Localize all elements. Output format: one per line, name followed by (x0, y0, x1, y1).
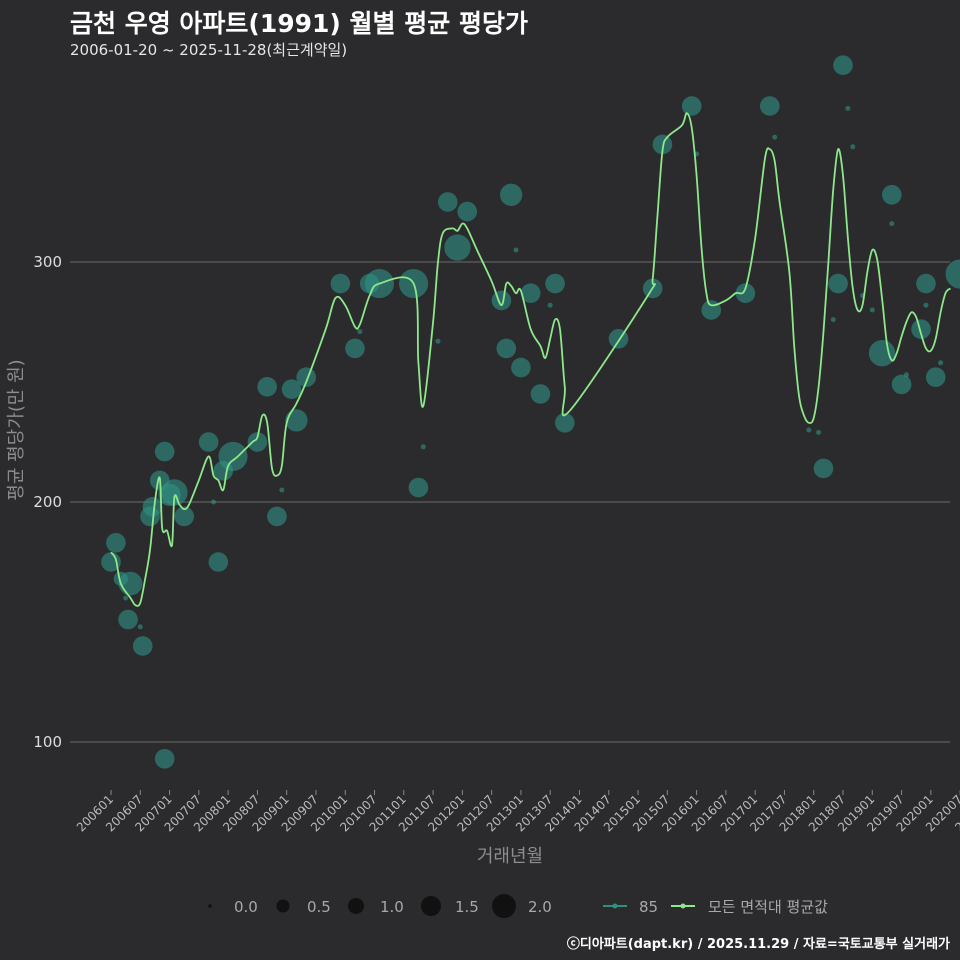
data-point (816, 429, 822, 435)
data-point (118, 571, 143, 596)
legend-series-avg-dot (680, 903, 686, 909)
data-point (760, 96, 780, 116)
data-point (735, 283, 756, 304)
data-point (330, 273, 351, 294)
data-point (137, 624, 143, 630)
chart-subtitle: 2006-01-20 ~ 2025-11-28(최근계약일) (70, 41, 348, 59)
data-point (357, 329, 363, 335)
data-point (923, 302, 929, 308)
data-point (281, 379, 302, 400)
data-point (833, 55, 853, 75)
legend-size-label: 1.0 (380, 898, 404, 916)
data-point (545, 273, 565, 294)
data-point (142, 497, 163, 517)
data-point (496, 338, 517, 359)
data-point (555, 413, 575, 433)
data-point (444, 234, 471, 261)
data-point (457, 201, 478, 222)
data-point (903, 372, 909, 378)
data-point (889, 221, 895, 227)
data-point (547, 302, 553, 308)
legend-series-85-dot (612, 903, 618, 909)
x-tick-labels: 2006012006072007012007072008012008072009… (74, 790, 960, 835)
data-point (154, 749, 175, 769)
legend-size-dot (208, 904, 212, 908)
scatter-points (101, 55, 960, 769)
data-point (530, 384, 551, 404)
data-point (154, 441, 175, 462)
legend-series-85-label: 85 (639, 898, 658, 916)
average-line-layer (110, 112, 951, 607)
data-point (945, 259, 960, 289)
chart-title: 금천 우영 아파트(1991) 월별 평균 평당가 (70, 9, 528, 38)
data-point (916, 273, 936, 294)
data-point (925, 367, 946, 388)
y-tick-label: 100 (33, 733, 62, 751)
legend-size-label: 1.5 (455, 898, 479, 916)
legend-size-label: 2.0 (528, 898, 552, 916)
data-point (408, 477, 429, 498)
data-point (198, 432, 219, 452)
data-point (511, 357, 531, 378)
data-point (435, 338, 441, 344)
legend-size-dot (276, 899, 290, 913)
data-point (132, 636, 153, 656)
y-axis-title: 평균 평당가(만 원) (6, 359, 27, 500)
data-point (247, 432, 268, 452)
data-point (118, 609, 138, 630)
data-point (296, 367, 317, 388)
average-line (110, 112, 951, 607)
data-point (520, 283, 541, 304)
data-point (491, 290, 512, 311)
data-point (828, 273, 848, 294)
data-point (208, 552, 229, 572)
data-point (285, 409, 308, 432)
data-point (681, 96, 702, 116)
data-point (210, 499, 216, 505)
data-point (845, 105, 851, 111)
data-point (882, 185, 902, 205)
legend-size-label: 0.0 (234, 898, 258, 916)
data-point (279, 487, 285, 493)
data-point (257, 377, 277, 397)
legend-size-dot (348, 898, 364, 914)
legend-size-dot (492, 894, 516, 918)
legend-size-label: 0.5 (307, 898, 331, 916)
legend-size-dot (421, 896, 441, 916)
y-tick-label: 300 (33, 253, 62, 271)
legend-series-avg-label: 모든 면적대 평균값 (708, 898, 828, 916)
data-point (420, 444, 426, 450)
data-point (850, 144, 856, 150)
data-point (174, 506, 194, 527)
y-tick-label: 200 (33, 493, 62, 511)
data-point (652, 134, 673, 155)
data-point (869, 307, 875, 313)
data-point (106, 533, 126, 553)
data-point (437, 192, 458, 212)
data-point (891, 374, 912, 395)
data-point (161, 479, 188, 506)
data-point (218, 441, 248, 471)
data-point (500, 183, 523, 206)
grid-lines (70, 261, 950, 743)
data-point (513, 247, 519, 253)
data-point (101, 552, 121, 572)
x-axis-title: 거래년월 (477, 846, 543, 867)
data-point (868, 340, 896, 367)
data-point (267, 506, 287, 527)
data-point (123, 595, 129, 601)
source-credit: ⓒ디아파트(dapt.kr) / 2025.11.29 / 자료=국토교통부 실… (566, 937, 950, 952)
legend: 0.0 0.5 1.0 1.5 2.0 85 모든 면적대 평균값 (208, 894, 828, 918)
data-point (772, 134, 778, 140)
data-point (830, 317, 836, 323)
data-point (911, 319, 931, 340)
data-point (806, 427, 812, 433)
data-point (813, 458, 834, 479)
data-point (345, 338, 365, 359)
data-point (938, 360, 944, 366)
y-tick-labels: 100 200 300 (33, 253, 62, 751)
